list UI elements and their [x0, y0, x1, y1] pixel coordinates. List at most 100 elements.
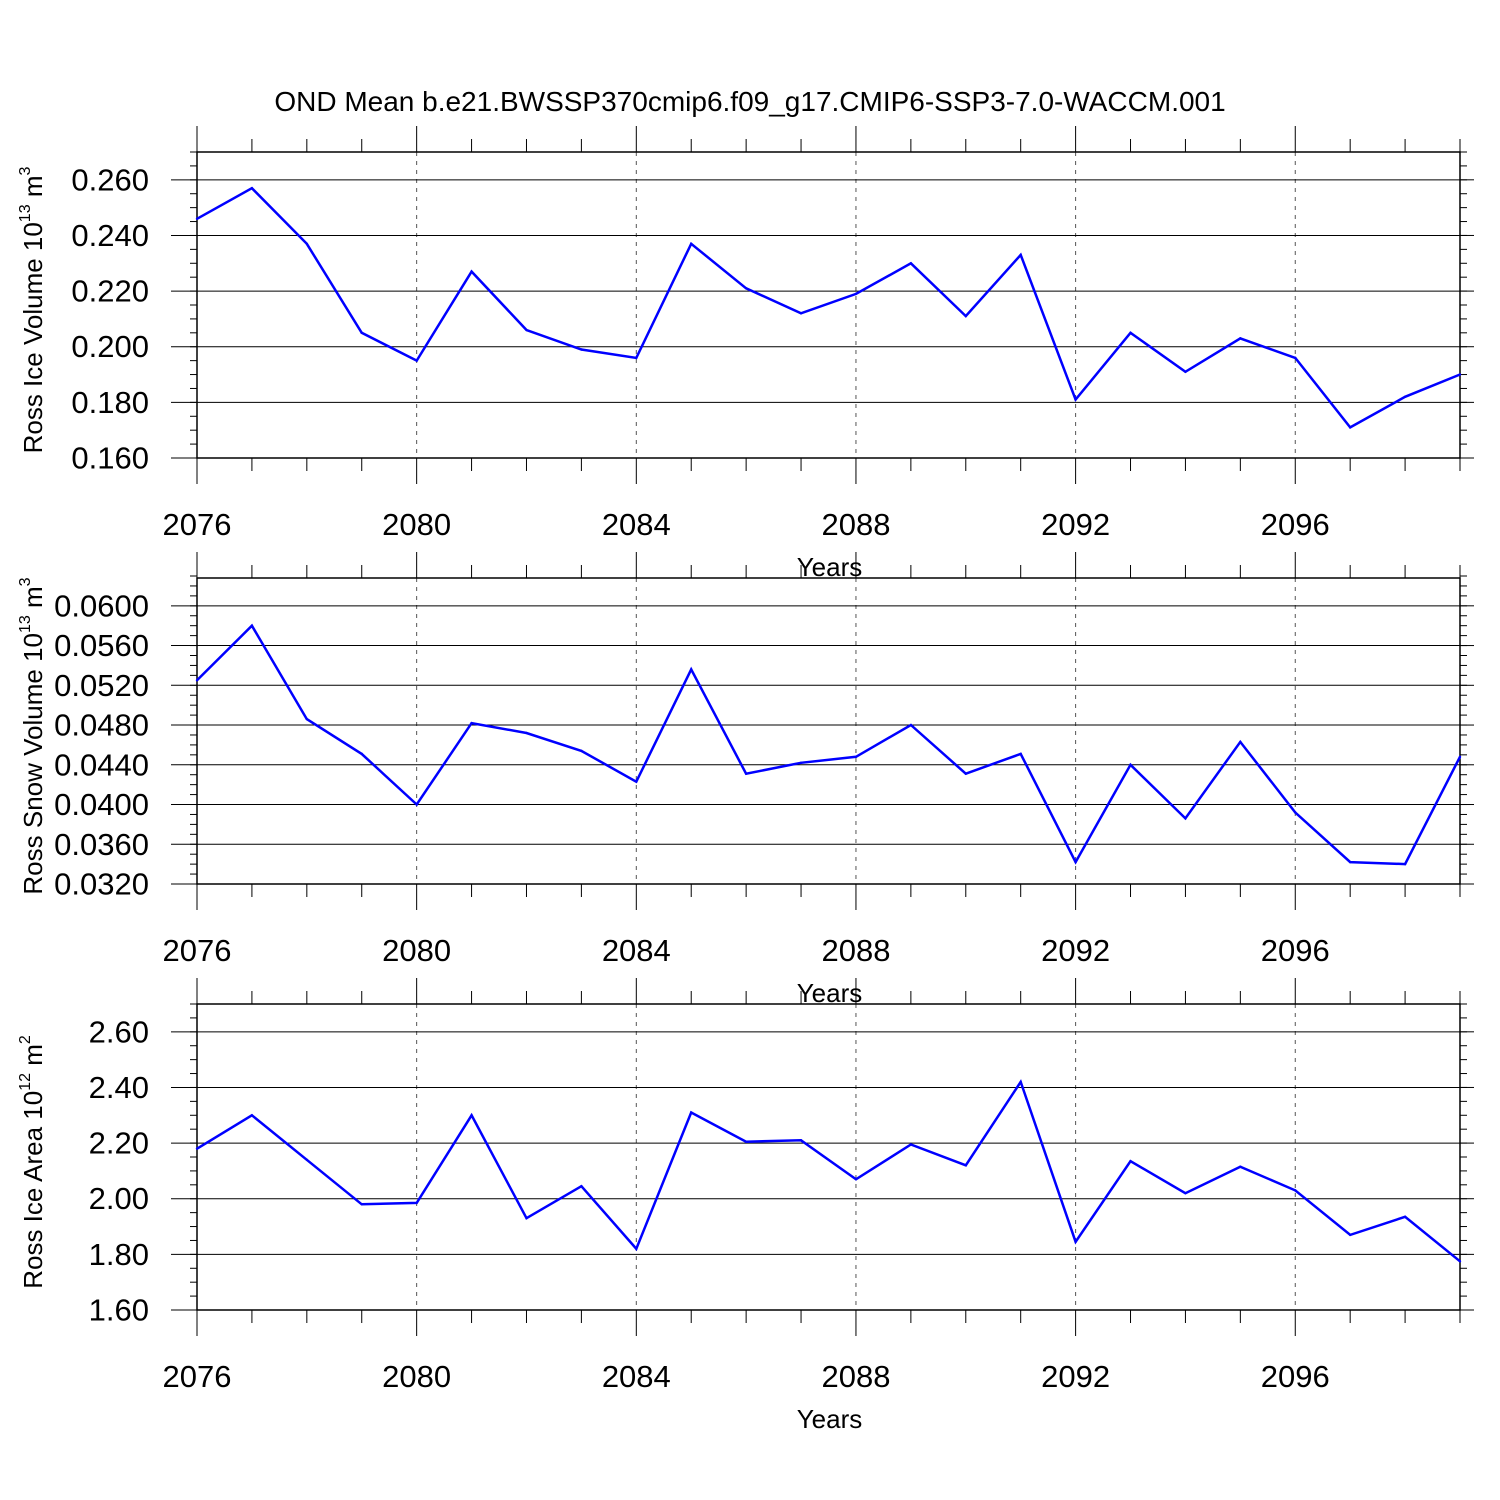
y-tick-label: 0.200	[71, 329, 149, 364]
data-point	[744, 1140, 748, 1143]
data-point	[1294, 1189, 1297, 1192]
data-point	[1239, 740, 1242, 744]
x-tick-label: 2084	[602, 507, 671, 542]
data-point	[690, 668, 693, 671]
data-point	[964, 1164, 967, 1167]
data-point	[1019, 253, 1022, 257]
y-tick-label: 0.0520	[54, 668, 149, 703]
data-point	[580, 1185, 583, 1188]
data-point	[1458, 755, 1462, 759]
y-tick-label: 1.60	[89, 1293, 149, 1328]
y-tick-label: 0.240	[71, 218, 149, 253]
data-point	[360, 1203, 363, 1206]
x-tick-label: 2076	[163, 507, 232, 542]
x-tick-label: 2096	[1261, 507, 1330, 542]
x-tick-label: 2088	[821, 1359, 890, 1394]
panel-3: 1.60 1.80 2.00 2.20 2.40 2.60 2076 2080 2084 2088…	[17, 978, 1474, 1434]
data-point	[690, 1111, 693, 1114]
x-axis-label: Years	[797, 552, 863, 582]
x-tick-label: 2092	[1041, 1359, 1110, 1394]
y-tick-label: 0.0440	[54, 747, 149, 782]
data-point	[525, 731, 528, 735]
data-point	[470, 721, 473, 725]
data-point	[1294, 356, 1297, 360]
data-point	[1184, 817, 1187, 820]
x-tick-label: 2096	[1261, 933, 1330, 968]
data-point	[580, 749, 583, 753]
data-point	[1403, 1215, 1407, 1219]
data-point	[635, 1247, 638, 1251]
x-tick-label: 2088	[821, 933, 890, 968]
data-point	[195, 217, 199, 220]
data-point	[964, 314, 967, 318]
y-tick-label: 0.220	[71, 274, 149, 309]
data-point	[1074, 398, 1077, 401]
data-point	[1239, 337, 1242, 340]
y-tick-label: 0.260	[71, 162, 149, 197]
data-point	[799, 312, 803, 315]
data-point	[1458, 1260, 1462, 1263]
series-line	[196, 1079, 1461, 1263]
chart-title: OND Mean b.e21.BWSSP370cmip6.f09_g17.CMI…	[274, 86, 1226, 117]
data-point	[1348, 1233, 1352, 1237]
data-point	[360, 752, 363, 756]
x-tick-label: 2076	[163, 933, 232, 968]
data-point	[1294, 811, 1297, 814]
data-point	[909, 262, 913, 265]
x-tick-label: 2092	[1041, 507, 1110, 542]
data-point	[1184, 370, 1187, 373]
x-tick-label: 2096	[1261, 1359, 1330, 1394]
data-point	[305, 242, 309, 245]
series-line	[196, 623, 1462, 866]
y-tick-label: 0.0560	[54, 628, 149, 663]
data-point	[360, 331, 363, 335]
data-point	[854, 755, 858, 759]
y-axis-label: Ross Snow Volume 1013 m3	[17, 577, 48, 894]
panel-1: 0.160 0.180 0.200 0.220 0.240 0.260 2076 2080 20…	[17, 126, 1474, 582]
data-point	[1129, 763, 1132, 766]
y-axis-label: Ross Ice Volume 1013 m3	[17, 166, 48, 453]
data-point	[1074, 1240, 1077, 1244]
y-tick-label: 0.160	[71, 441, 149, 476]
x-axis-label: Years	[797, 978, 863, 1008]
x-axis-label: Years	[797, 1404, 863, 1434]
data-point	[195, 1147, 199, 1150]
data-point	[415, 1201, 418, 1205]
plot-frame	[196, 577, 1461, 885]
data-point	[1129, 331, 1132, 335]
y-tick-label: 0.0480	[54, 708, 149, 743]
y-tick-label: 2.20	[89, 1126, 149, 1161]
data-point	[250, 1114, 254, 1117]
data-point	[305, 717, 309, 721]
data-point	[1184, 1191, 1187, 1195]
data-point	[744, 287, 748, 290]
data-point	[580, 348, 583, 351]
x-tick-label: 2076	[163, 1359, 232, 1394]
data-point	[799, 761, 803, 764]
y-tick-label: 0.0600	[54, 588, 149, 623]
data-point	[305, 1158, 309, 1161]
data-point	[964, 772, 967, 775]
y-tick-label: 1.80	[89, 1237, 149, 1272]
data-point	[1458, 373, 1462, 376]
data-point	[1129, 1159, 1132, 1163]
data-point	[415, 359, 418, 362]
data-point	[470, 1114, 473, 1117]
plot-frame	[196, 1003, 1461, 1311]
y-tick-label: 0.0320	[54, 867, 149, 902]
y-tick-label: 2.60	[89, 1014, 149, 1049]
y-tick-label: 0.180	[71, 385, 149, 420]
x-tick-label: 2080	[382, 933, 451, 968]
data-point	[415, 803, 418, 806]
plot-frame	[196, 151, 1461, 459]
data-point	[635, 356, 638, 360]
data-point	[690, 242, 693, 245]
y-tick-label: 0.0400	[54, 787, 149, 822]
x-tick-label: 2084	[602, 933, 671, 968]
data-point	[195, 679, 199, 682]
data-point	[854, 1178, 858, 1181]
data-point	[1348, 860, 1352, 864]
y-tick-label: 0.0360	[54, 827, 149, 862]
x-tick-label: 2088	[821, 507, 890, 542]
